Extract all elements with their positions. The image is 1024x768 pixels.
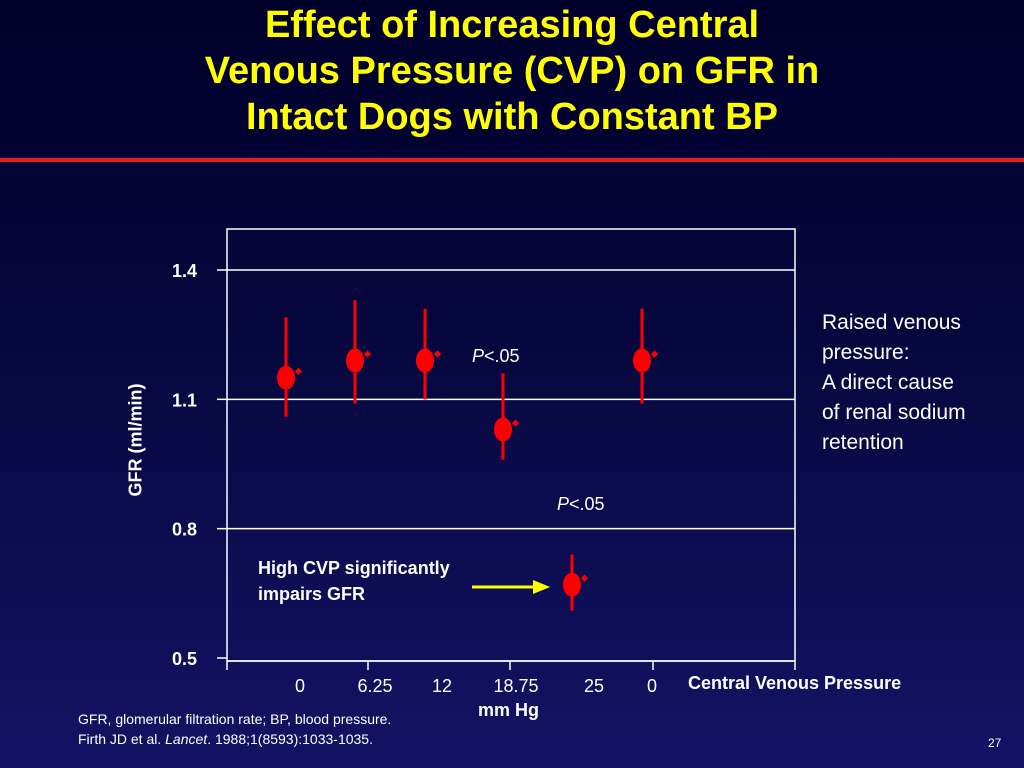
side-note-line: Raised venous	[822, 311, 961, 334]
x-tick-label: 12	[432, 676, 452, 696]
title-line: Effect of Increasing Central	[264, 4, 760, 46]
y-tick-label: 1.1	[172, 390, 197, 410]
data-point	[346, 348, 364, 373]
y-tick-label: 0.5	[172, 649, 197, 669]
x-tick-label: 0	[295, 676, 305, 696]
x-axis-title: Central Venous Pressure	[688, 673, 902, 693]
side-note-line: retention	[822, 431, 904, 454]
footnote-line-2: Firth JD et al. Lancet. 1988;1(8593):103…	[78, 731, 373, 747]
callout-line: impairs GFR	[258, 584, 366, 604]
data-point	[633, 348, 651, 373]
side-note-line: A direct cause	[822, 371, 954, 394]
high-cvp-callout: High CVP significantly impairs GFR	[258, 555, 528, 607]
title-line: Intact Dogs with Constant BP	[246, 96, 778, 138]
title-line: Venous Pressure (CVP) on GFR in	[204, 50, 820, 92]
arrow-head	[533, 580, 550, 594]
point-marker-tick	[433, 350, 442, 358]
point-marker-tick	[580, 574, 589, 582]
x-tick-label: 18.75	[493, 676, 538, 696]
y-tick-label: 1.4	[172, 261, 197, 281]
footnote: GFR, glomerular filtration rate; BP, blo…	[78, 709, 391, 749]
x-tick-label: 25	[584, 676, 604, 696]
point-marker-tick	[294, 367, 303, 375]
y-axis-ticks: 1.4 1.1 0.8 0.5	[172, 261, 227, 669]
slide-title: Effect of Increasing Central Venous Pres…	[0, 2, 1024, 140]
grid-lines	[227, 269, 795, 530]
x-axis-ticks: 0 6.25 12 18.75 25 0	[226, 660, 796, 696]
side-note-line: pressure:	[822, 341, 910, 364]
point-marker-tick	[511, 419, 520, 427]
x-tick-label: 0	[647, 676, 657, 696]
slide-number: 27	[988, 736, 1002, 750]
footnote-line-1: GFR, glomerular filtration rate; BP, blo…	[78, 711, 392, 727]
side-note: Raised venous pressure: A direct cause o…	[822, 308, 1017, 458]
p-value-annotation: P<.05	[472, 346, 520, 366]
data-point	[494, 417, 512, 442]
callout-line: High CVP significantly	[258, 558, 450, 578]
data-points	[277, 300, 659, 611]
side-note-line: of renal sodium	[822, 401, 966, 424]
y-tick-label: 0.8	[172, 520, 197, 540]
x-tick-label: 6.25	[357, 676, 392, 696]
highlight-arrow	[472, 580, 550, 594]
data-point	[277, 365, 295, 390]
point-marker-tick	[363, 350, 372, 358]
point-marker-tick	[650, 350, 659, 358]
p-value-annotation: P<.05	[557, 494, 605, 514]
x-axis-unit: mm Hg	[478, 700, 540, 720]
data-point	[563, 572, 581, 597]
y-axis-title: GFR (ml/min)	[125, 383, 146, 497]
data-point	[416, 348, 434, 373]
title-divider	[0, 158, 1024, 162]
